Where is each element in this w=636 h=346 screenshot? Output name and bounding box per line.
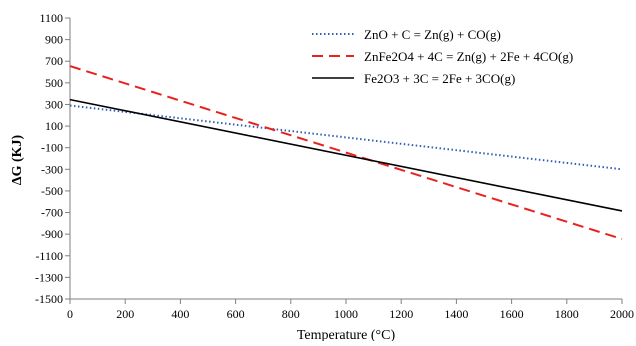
y-tick-label: -1300 [35, 270, 63, 284]
y-axis-label: ΔG (KJ) [10, 134, 25, 185]
y-tick-label: 500 [45, 76, 63, 90]
y-tick-label: 700 [45, 54, 63, 68]
series-line-3 [70, 100, 622, 211]
y-tick-label: -300 [41, 162, 63, 176]
x-tick-label: 400 [171, 307, 189, 321]
legend-label-3: Fe2O3 + 3C = 2Fe + 3CO(g) [364, 71, 515, 86]
x-tick-label: 1400 [444, 307, 468, 321]
y-tick-label: 300 [45, 97, 63, 111]
x-tick-label: 0 [67, 307, 73, 321]
series-line-2 [70, 66, 622, 239]
series-line-1 [70, 106, 622, 170]
x-axis-label: Temperature (°C) [297, 328, 396, 341]
x-tick-label: 200 [116, 307, 134, 321]
x-tick-label: 1000 [334, 307, 358, 321]
y-tick-label: -700 [41, 206, 63, 220]
y-tick-label: 100 [45, 119, 63, 133]
y-tick-label: -1500 [35, 292, 63, 306]
x-tick-label: 2000 [610, 307, 634, 321]
y-tick-label: -1100 [35, 249, 63, 263]
x-tick-label: 1800 [555, 307, 579, 321]
y-tick-label: 1100 [39, 11, 63, 25]
x-tick-label: 600 [227, 307, 245, 321]
y-tick-label: -500 [41, 184, 63, 198]
series-lines [70, 66, 622, 239]
y-axis: 1100 900 700 500 300 100 -100 -300 -500 -700 -900 -… [35, 11, 70, 306]
legend: ZnO + C = Zn(g) + CO(g) ZnFe2O4 + 4C = Zn… [312, 27, 573, 86]
x-axis: 0 200 400 600 800 1000 1200 1400 1600 1800 2000 [67, 299, 634, 321]
y-tick-label: -900 [41, 227, 63, 241]
x-tick-label: 1600 [500, 307, 524, 321]
y-tick-label: 900 [45, 33, 63, 47]
y-tick-label: -100 [41, 141, 63, 155]
legend-label-2: ZnFe2O4 + 4C = Zn(g) + 2Fe + 4CO(g) [364, 49, 573, 64]
x-tick-label: 800 [282, 307, 300, 321]
x-tick-label: 1200 [389, 307, 413, 321]
legend-label-1: ZnO + C = Zn(g) + CO(g) [364, 27, 501, 42]
